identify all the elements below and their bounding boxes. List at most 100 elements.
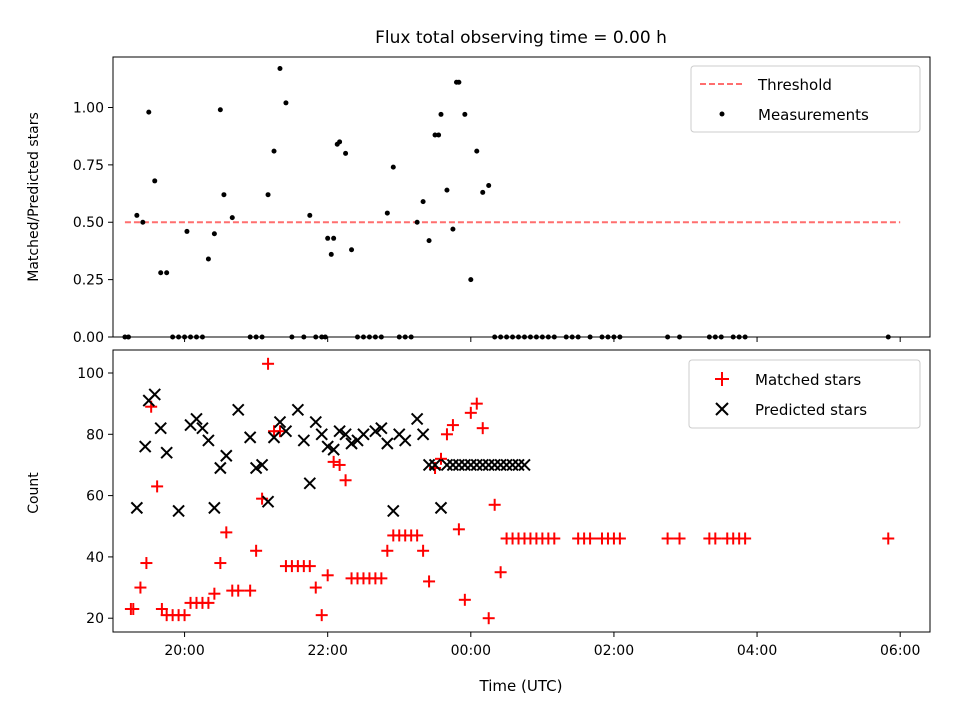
matched-star-point — [494, 566, 507, 579]
bottom-legend: Matched stars Predicted stars — [688, 359, 921, 429]
matched-star-point — [458, 593, 471, 606]
predicted-star-point — [138, 440, 152, 453]
predicted-star-point — [315, 428, 328, 441]
measurement-point — [265, 192, 271, 198]
measurement-point — [444, 187, 450, 193]
measurement-point — [146, 109, 152, 115]
measurement-point — [134, 212, 140, 218]
predicted-star-point — [333, 425, 346, 438]
bottom-legend-box — [688, 359, 921, 429]
predicted-star-point — [387, 504, 400, 518]
matched-star-point — [220, 526, 233, 539]
predicted-star-point — [172, 504, 185, 518]
predicted-star-point — [369, 425, 382, 438]
predicted-star-point — [291, 403, 305, 416]
measurement-point — [468, 277, 474, 283]
top-axes-frame — [112, 56, 931, 338]
matched-star-point — [303, 560, 316, 573]
predicted-star-point — [214, 461, 227, 475]
matched-star-point — [464, 406, 477, 419]
predicted-star-point — [434, 501, 448, 515]
matched-star-point — [127, 603, 140, 616]
top-axes: 0.00 0.25 0.50 0.75 1.00 — [73, 100, 901, 346]
matched-star-point — [411, 529, 424, 542]
matched-legend-label: Matched stars — [755, 371, 861, 389]
top-legend-box — [690, 65, 921, 133]
matched-star-point — [882, 532, 895, 545]
measurement-point — [331, 235, 337, 241]
measurements-legend-label: Measurements — [758, 106, 869, 124]
measurement-point — [229, 215, 235, 221]
predicted-star-point — [506, 458, 519, 472]
matched-star-point — [244, 584, 257, 597]
predicted-star-point — [339, 428, 352, 441]
predicted-legend-marker — [715, 402, 729, 416]
matched-star-point — [417, 544, 430, 557]
matched-star-point — [309, 581, 322, 594]
matched-star-point — [151, 480, 164, 493]
measurement-point — [307, 212, 313, 218]
predicted-star-point — [375, 421, 388, 435]
predicted-star-point — [303, 477, 317, 490]
measurements-legend-marker — [719, 111, 725, 117]
matched-star-point — [250, 544, 263, 557]
matched-star-point — [273, 425, 286, 438]
measurement-point — [438, 111, 444, 117]
top-panel: Matched/Predicted stars 0.00 0.25 0.50 0.75… — [26, 56, 931, 346]
predicted-star-point — [345, 437, 358, 450]
measurement-point — [436, 132, 442, 138]
measurement-point — [414, 219, 420, 225]
measurement-point — [221, 192, 227, 198]
matched-star-point — [548, 532, 561, 545]
matched-legend-marker — [715, 372, 729, 386]
measurement-point — [480, 189, 486, 195]
measurement-point — [462, 111, 468, 117]
matched-star-point — [155, 603, 168, 616]
measurement-point — [140, 219, 146, 225]
measurement-point — [158, 270, 164, 276]
matched-star-point — [488, 498, 501, 511]
predicted-star-point — [261, 495, 275, 508]
matched-star-point — [381, 544, 394, 557]
matched-star-point — [482, 612, 495, 625]
measurement-point — [164, 270, 170, 276]
y-tick-label: 80 — [86, 427, 104, 443]
matched-star-point — [584, 532, 597, 545]
matched-star-point — [709, 532, 722, 545]
measurement-point — [432, 132, 438, 138]
predicted-star-point — [321, 440, 334, 453]
measurement-point — [271, 148, 277, 154]
predicted-star-point — [482, 458, 495, 472]
predicted-star-point — [249, 461, 263, 475]
measurement-point — [277, 65, 283, 71]
measurement-point — [325, 235, 331, 241]
measurement-point — [328, 251, 334, 257]
matched-star-point — [739, 532, 752, 545]
measurement-point — [343, 150, 349, 156]
predicted-star-point — [196, 421, 209, 435]
predicted-star-point — [440, 458, 454, 472]
predicted-star-point — [154, 421, 167, 435]
predicted-star-point — [518, 458, 531, 472]
y-tick-label: 60 — [86, 489, 104, 505]
predicted-star-point — [220, 449, 233, 462]
predicted-star-point — [232, 403, 245, 416]
matched-star-point — [327, 455, 340, 468]
predicted-star-point — [399, 434, 412, 447]
matched-star-point — [470, 397, 483, 410]
matched-star-point — [440, 428, 453, 441]
matched-star-point — [673, 532, 686, 545]
measurement-point — [217, 107, 223, 113]
x-tick-label: 06:00 — [880, 643, 920, 659]
predicted-star-point — [202, 434, 215, 447]
measurement-point — [152, 178, 158, 184]
matched-star-point — [333, 458, 346, 471]
measurement-point — [384, 210, 390, 216]
predicted-star-point — [470, 458, 483, 472]
predicted-star-point — [243, 431, 257, 444]
predicted-star-point — [476, 458, 489, 472]
matched-star-point — [140, 557, 153, 570]
figure-title: Flux total observing time = 0.00 h — [375, 28, 667, 48]
predicted-star-point — [327, 443, 340, 456]
